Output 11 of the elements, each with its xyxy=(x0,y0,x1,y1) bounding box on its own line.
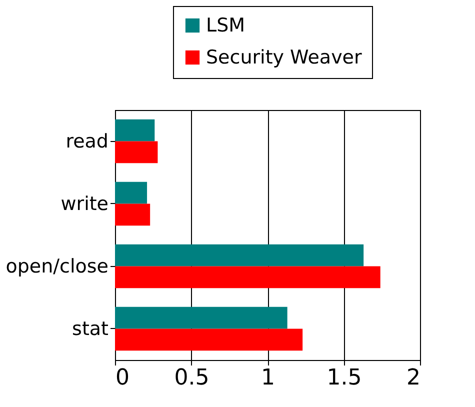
x-tick-label: 2 xyxy=(406,366,420,390)
x-tick-label: 1.5 xyxy=(326,366,362,390)
legend-label: Security Weaver xyxy=(206,46,362,68)
y-tick-label: open/close xyxy=(6,255,108,278)
x-tick-label: 0 xyxy=(116,366,130,390)
y-tick-label: stat xyxy=(72,318,108,340)
x-tick-label: 0.5 xyxy=(174,366,210,390)
y-tick-label: write xyxy=(60,192,108,215)
y-tick-label: read xyxy=(66,130,108,152)
legend-label: LSM xyxy=(206,14,246,36)
x-tick-label: 1 xyxy=(261,366,275,390)
